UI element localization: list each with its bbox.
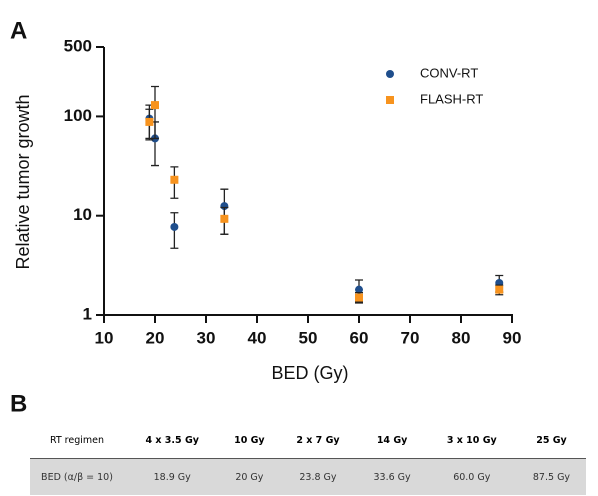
panel-label: B (10, 390, 27, 417)
cell: 87.5 Gy (516, 458, 586, 495)
point (170, 222, 179, 231)
x-tick-label: 30 (197, 328, 216, 347)
chart: A B BED (Gy) Relative tumor growth 11010… (10, 17, 522, 417)
x-axis-label: BED (Gy) (271, 363, 348, 383)
table-row: BED (α/β = 10) 18.9 Gy 20 Gy 23.8 Gy 33.… (30, 458, 586, 495)
legend-marker (386, 96, 394, 104)
header-cell: RT regimen (30, 422, 124, 459)
point (355, 285, 363, 294)
point (220, 214, 229, 223)
legend-marker (386, 70, 394, 78)
x-tick-label: 20 (146, 328, 165, 347)
y-axis-label: Relative tumor growth (13, 94, 33, 269)
header-cell: 2 x 7 Gy (278, 422, 358, 459)
cell: 23.8 Gy (278, 458, 358, 495)
table-header: RT regimen 4 x 3.5 Gy 10 Gy 2 x 7 Gy 14 … (30, 422, 586, 459)
header-cell: 10 Gy (220, 422, 279, 459)
cell: 20 Gy (220, 458, 279, 495)
header-cell: 3 x 10 Gy (426, 422, 517, 459)
y-tick-label: 10 (73, 205, 92, 224)
point (145, 117, 154, 126)
x-tick-label: 10 (95, 328, 114, 347)
legend-label: FLASH-RT (420, 91, 483, 106)
point (495, 285, 504, 294)
point (355, 293, 363, 302)
header-cell: 14 Gy (357, 422, 427, 459)
x-tick-label: 80 (452, 328, 471, 347)
panel-label: A (10, 17, 27, 44)
x-tick-label: 90 (503, 328, 522, 347)
point (170, 175, 179, 184)
y-tick-label: 1 (83, 304, 92, 323)
cell: 33.6 Gy (357, 458, 427, 495)
x-tick-label: 40 (248, 328, 267, 347)
y-tick-label: 500 (64, 36, 92, 55)
y-tick-label: 100 (64, 106, 92, 125)
error-bar (151, 85, 159, 140)
cell: BED (α/β = 10) (30, 458, 124, 495)
x-tick-label: 70 (401, 328, 420, 347)
cell: 18.9 Gy (124, 458, 221, 495)
header-cell: 4 x 3.5 Gy (124, 422, 221, 459)
header-cell: 25 Gy (516, 422, 586, 459)
x-tick-label: 60 (350, 328, 369, 347)
legend-label: CONV-RT (420, 65, 478, 80)
table: RT regimen 4 x 3.5 Gy 10 Gy 2 x 7 Gy 14 … (30, 422, 586, 495)
x-tick-label: 50 (299, 328, 318, 347)
point (151, 101, 159, 110)
cell: 60.0 Gy (426, 458, 517, 495)
